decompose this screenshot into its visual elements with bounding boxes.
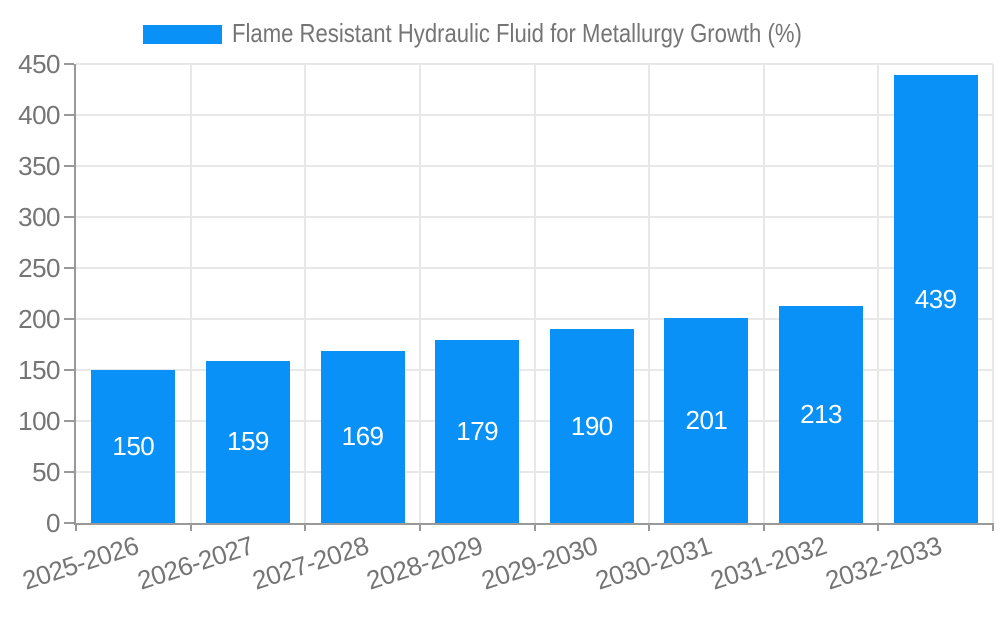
y-tick-mark — [64, 522, 74, 524]
bar: 439 — [893, 75, 978, 523]
legend-swatch — [143, 25, 222, 44]
x-gridline — [762, 64, 765, 523]
bar-value-label: 201 — [685, 404, 728, 435]
y-tick-mark — [64, 267, 74, 269]
x-tick-mark — [75, 523, 77, 531]
bar-value-label: 169 — [341, 421, 384, 452]
x-tick-mark — [533, 523, 536, 531]
bar: 190 — [549, 329, 634, 523]
bar-value-label: 190 — [570, 410, 613, 441]
x-gridline — [648, 64, 651, 523]
y-tick-mark — [64, 114, 74, 116]
x-tick-mark — [648, 523, 651, 531]
x-gridline — [189, 64, 192, 523]
x-tick-mark — [189, 523, 192, 531]
bar: 159 — [205, 360, 290, 523]
x-tick-mark — [762, 523, 765, 531]
bar-value-label: 150 — [112, 431, 155, 461]
y-tick-label: 150 — [18, 355, 60, 385]
chart-title: Flame Resistant Hydraulic Fluid for Meta… — [232, 18, 802, 48]
x-gridline — [418, 64, 421, 523]
y-tick-label: 450 — [18, 49, 60, 79]
bar: 150 — [91, 370, 176, 523]
y-tick-mark — [64, 471, 74, 473]
y-tick-label: 200 — [18, 304, 60, 334]
bar-value-label: 439 — [914, 283, 957, 314]
bar: 179 — [435, 340, 520, 523]
y-tick-label: 250 — [18, 253, 60, 283]
x-tick-mark — [992, 523, 994, 531]
y-tick-label: 50 — [32, 457, 60, 487]
bar: 201 — [664, 317, 749, 523]
bar-value-label: 159 — [226, 426, 269, 457]
x-tick-mark — [877, 523, 880, 531]
y-tick-mark — [64, 165, 74, 167]
bar-value-label: 213 — [800, 398, 842, 429]
bar-value-label: 179 — [456, 416, 499, 447]
x-gridline — [304, 64, 307, 523]
y-tick-mark — [64, 369, 74, 371]
y-tick-label: 400 — [18, 100, 60, 130]
y-tick-mark — [64, 318, 74, 320]
x-gridline — [992, 64, 994, 523]
bar-chart: Flame Resistant Hydraulic Fluid for Meta… — [18, 18, 994, 596]
y-tick-mark — [64, 63, 74, 65]
y-tick-mark — [64, 420, 74, 422]
bar: 213 — [779, 305, 864, 523]
x-tick-mark — [418, 523, 421, 531]
plot-area: 150 159 169 179 190 201 213 439 — [64, 63, 994, 531]
bar: 169 — [320, 350, 405, 523]
y-tick-label: 300 — [18, 202, 60, 232]
x-gridline — [533, 64, 536, 523]
y-tick-label: 350 — [18, 151, 60, 181]
y-tick-mark — [64, 216, 74, 218]
y-tick-label: 100 — [18, 406, 60, 436]
x-tick-mark — [304, 523, 307, 531]
x-gridline — [877, 64, 880, 523]
y-tick-label: 0 — [46, 508, 60, 538]
